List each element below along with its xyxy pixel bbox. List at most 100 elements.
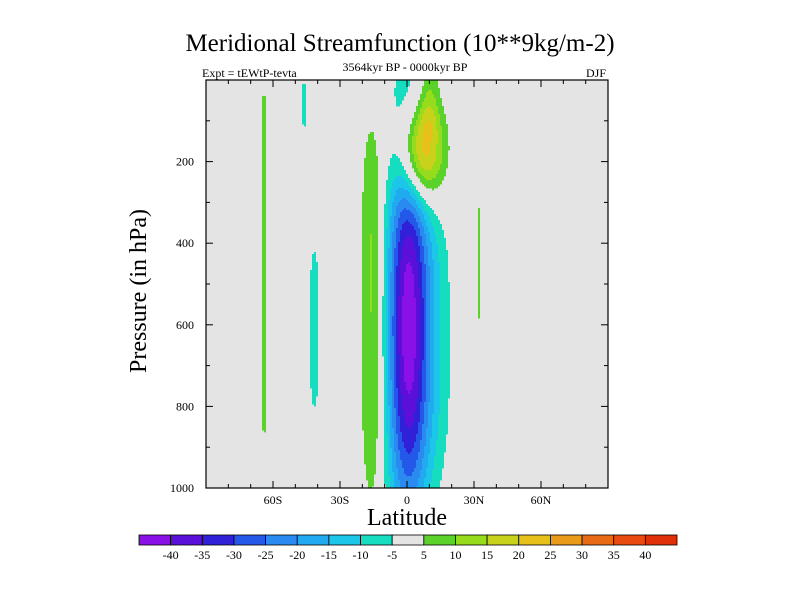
contour-cell: [396, 410, 398, 413]
contour-cell: [430, 362, 434, 365]
contour-cell: [414, 170, 418, 173]
contour-cell: [388, 312, 390, 315]
contour-cell: [392, 256, 394, 259]
contour-cell: [262, 146, 266, 149]
contour-cell: [384, 428, 386, 431]
contour-cell: [312, 258, 316, 261]
contour-cell: [426, 234, 430, 237]
contour-cell: [394, 430, 396, 433]
contour-cell: [440, 412, 448, 415]
contour-cell: [390, 436, 394, 439]
contour-cell: [386, 484, 390, 487]
contour-cell: [434, 358, 440, 361]
contour-cell: [388, 322, 390, 325]
contour-cell: [432, 132, 438, 135]
contour-cell: [404, 360, 414, 363]
contour-cell: [414, 216, 420, 219]
contour-cell: [388, 438, 390, 441]
contour-cell: [262, 198, 266, 201]
contour-cell: [262, 380, 266, 383]
contour-cell: [392, 204, 398, 207]
contour-cell: [366, 142, 376, 145]
contour-cell: [418, 390, 422, 393]
contour-cell: [384, 440, 388, 443]
colorbar-label: -25: [258, 548, 274, 562]
contour-cell: [424, 252, 428, 255]
contour-cell: [424, 450, 430, 453]
contour-cell: [386, 200, 388, 203]
contour-cell: [426, 122, 430, 125]
contour-cell: [418, 118, 422, 121]
contour-cell: [262, 176, 266, 179]
contour-cell: [386, 400, 388, 403]
contour-cell: [426, 276, 430, 279]
contour-cell: [394, 376, 396, 379]
contour-cell: [388, 394, 392, 397]
contour-cell: [402, 228, 414, 231]
contour-cell: [384, 282, 386, 285]
contour-cell: [396, 344, 398, 347]
contour-cell: [390, 418, 392, 421]
contour-cell: [440, 380, 450, 383]
contour-cell: [416, 234, 420, 237]
contour-cell: [370, 242, 372, 245]
contour-cell: [422, 268, 426, 271]
contour-cell: [434, 288, 440, 291]
contour-cell: [384, 412, 386, 415]
contour-cell: [436, 452, 444, 455]
contour-cell: [262, 294, 266, 297]
contour-cell: [426, 428, 432, 431]
contour-cell: [386, 276, 388, 279]
colorbar-label: 25: [544, 548, 556, 562]
contour-cell: [434, 402, 440, 405]
contour-cell: [398, 410, 404, 413]
contour-cell: [410, 452, 418, 455]
contour-cell: [386, 328, 388, 331]
contour-cell: [312, 268, 318, 271]
contour-cell: [420, 364, 422, 367]
contour-cell: [302, 122, 306, 125]
contour-cell: [372, 236, 378, 239]
contour-cell: [430, 334, 434, 337]
contour-cell: [424, 320, 426, 323]
contour-cell: [390, 420, 392, 423]
contour-cell: [396, 340, 398, 343]
contour-cell: [384, 292, 386, 295]
contour-cell: [392, 250, 394, 253]
contour-cell: [310, 306, 318, 309]
contour-cell: [310, 320, 318, 323]
contour-cell: [414, 418, 420, 421]
contour-cell: [428, 226, 434, 229]
contour-cell: [366, 464, 376, 467]
contour-cell: [478, 300, 480, 303]
contour-cell: [386, 354, 388, 357]
contour-cell: [430, 372, 434, 375]
contour-cell: [398, 300, 402, 303]
contour-cell: [310, 336, 318, 339]
contour-cell: [396, 460, 402, 463]
contour-cell: [440, 310, 450, 313]
contour-cell: [262, 336, 266, 339]
contour-cell: [408, 146, 412, 149]
contour-cell: [402, 258, 416, 261]
contour-cell: [384, 408, 386, 411]
contour-cell: [426, 342, 430, 345]
contour-cell: [422, 280, 426, 283]
contour-cell: [430, 236, 436, 239]
contour-cell: [406, 238, 412, 241]
contour-cell: [428, 264, 434, 267]
contour-cell: [386, 392, 388, 395]
contour-cell: [262, 400, 266, 403]
contour-cell: [390, 320, 392, 323]
contour-cell: [412, 388, 418, 391]
contour-cell: [262, 282, 266, 285]
contour-cell: [424, 154, 428, 157]
contour-cell: [262, 428, 266, 431]
contour-cell: [398, 260, 400, 263]
contour-cell: [386, 300, 388, 303]
contour-cell: [478, 294, 480, 297]
contour-cell: [386, 230, 390, 233]
contour-cell: [262, 156, 266, 159]
contour-cell: [430, 396, 434, 399]
contour-cell: [384, 406, 386, 409]
